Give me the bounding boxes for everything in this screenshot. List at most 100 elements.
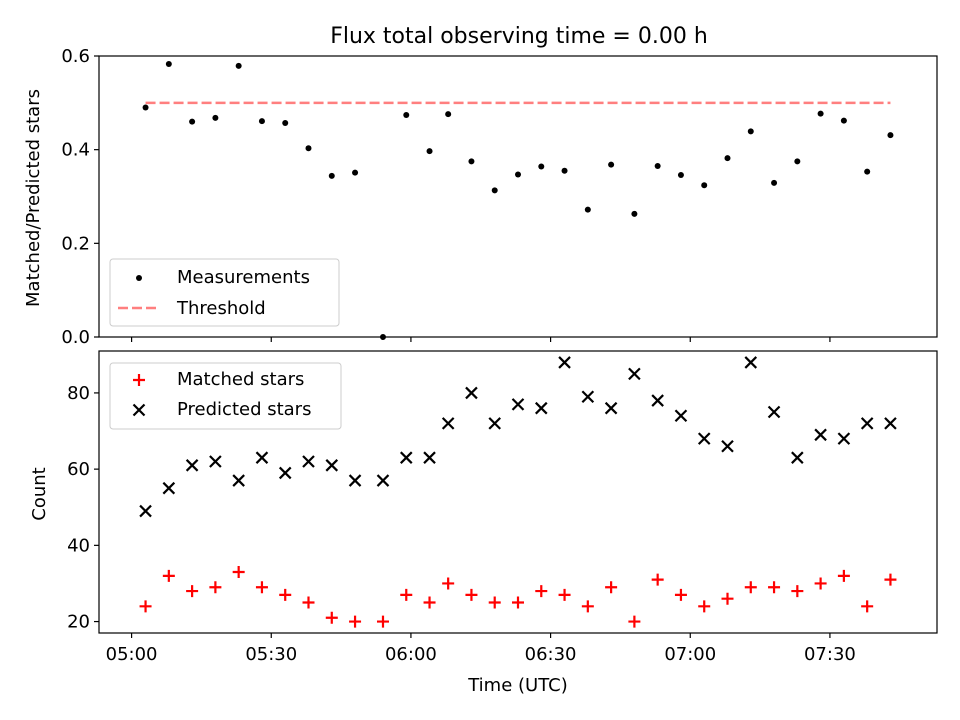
matched-stars-point	[651, 573, 664, 586]
bottom-axes: 20 40 60 80 05:00 05:30 06:00 06:30 07:00 07:30 Ma…	[67, 350, 938, 665]
matched-stars-point	[768, 581, 781, 594]
measurement-point	[426, 148, 433, 155]
measurement-point	[165, 60, 172, 67]
predicted-stars-point	[767, 405, 781, 419]
predicted-stars-point	[674, 409, 688, 423]
measurement-point	[561, 167, 568, 174]
top-y-axis-label: Matched/Predicted stars	[23, 89, 44, 307]
measurement-point	[305, 145, 312, 152]
x-tick-label: 07:00	[664, 644, 716, 665]
predicted-stars-point	[162, 481, 176, 495]
predicted-stars-point	[884, 417, 897, 430]
measurement-point	[468, 158, 475, 165]
measurement-point	[654, 163, 661, 170]
legend-threshold-label: Threshold	[176, 298, 266, 319]
predicted-stars-point	[465, 386, 478, 400]
chart-title: Flux total observing time = 0.00 h	[330, 24, 708, 49]
matched-stars-point	[861, 600, 874, 613]
matched-stars-point	[674, 588, 687, 601]
predicted-stars-point	[814, 428, 827, 442]
matched-stars-point	[209, 581, 222, 594]
bottom-y-tick-label: 60	[67, 459, 90, 480]
measurement-point	[142, 104, 149, 111]
legend-matched-label: Matched stars	[177, 369, 304, 390]
matched-stars-point	[139, 600, 152, 613]
top-axes: 0.0 0.2 0.4 0.6 Measurements Threshold	[61, 46, 938, 348]
x-tick-label: 07:30	[804, 644, 856, 665]
measurement-point	[282, 119, 289, 126]
predicted-stars-point	[488, 417, 501, 430]
legend-predicted-marker	[132, 403, 146, 417]
predicted-stars-point	[511, 398, 525, 411]
x-tick-label: 05:30	[245, 644, 297, 665]
measurement-point	[631, 210, 638, 217]
matched-stars-point	[488, 596, 501, 609]
matched-stars-point	[400, 588, 413, 601]
predicted-stars-point	[232, 474, 245, 487]
bottom-y-tick-label: 40	[67, 535, 90, 556]
bottom-axes-frame	[98, 350, 938, 634]
measurement-point	[584, 206, 591, 213]
matched-stars-point	[349, 615, 362, 628]
measurement-point	[840, 117, 847, 124]
matched-stars-point	[837, 569, 850, 582]
predicted-stars-point	[628, 367, 641, 381]
predicted-stars-point	[744, 356, 758, 369]
measurement-point	[608, 161, 615, 168]
predicted-stars-point	[255, 451, 269, 464]
measurement-point	[491, 187, 498, 194]
measurement-point	[701, 182, 708, 189]
measurement-point	[445, 111, 452, 118]
predicted-stars-point	[721, 439, 734, 453]
predicted-stars-point	[376, 474, 390, 487]
matched-stars-point	[279, 588, 292, 601]
top-y-tick-label: 0.6	[61, 46, 90, 67]
matched-stars-point	[255, 581, 268, 594]
x-tick-label: 06:00	[385, 644, 437, 665]
measurement-point	[794, 158, 801, 165]
predicted-stars-point	[697, 432, 711, 445]
measurement-point	[235, 62, 242, 69]
predicted-stars-point	[325, 459, 339, 472]
legend-measurements-label: Measurements	[177, 267, 310, 288]
bottom-legend-box	[109, 362, 342, 430]
matched-stars-point	[581, 600, 594, 613]
predicted-stars-point	[604, 401, 618, 415]
measurement-point	[677, 171, 684, 178]
top-legend-box	[109, 258, 340, 327]
matched-stars-point	[884, 573, 897, 586]
x-tick-label: 05:00	[106, 644, 158, 665]
top-y-tick-label: 0.4	[61, 140, 90, 161]
predicted-stars-point	[348, 474, 362, 487]
matched-stars-point	[423, 596, 436, 609]
predicted-stars-point	[209, 455, 222, 468]
measurement-point	[515, 171, 521, 178]
top-legend: Measurements Threshold	[109, 258, 340, 327]
matched-stars-point	[376, 615, 389, 628]
matched-stars-point	[744, 581, 757, 594]
measurement-point	[258, 118, 265, 125]
measurement-point	[328, 172, 335, 179]
measurement-point	[538, 163, 545, 170]
predicted-stars-point	[791, 451, 804, 464]
x-axis-label: Time (UTC)	[467, 675, 568, 696]
predicted-stars-point	[423, 451, 436, 464]
matched-stars-point	[442, 577, 455, 590]
predicted-stars-point	[558, 356, 571, 369]
measurement-point	[724, 155, 731, 162]
legend-measurements-marker	[136, 275, 142, 281]
bottom-legend: Matched stars Predicted stars	[109, 362, 342, 430]
matched-stars-point	[186, 585, 199, 598]
measurement-point	[189, 118, 196, 125]
predicted-stars-point	[441, 417, 455, 430]
legend-predicted-label: Predicted stars	[177, 399, 311, 420]
matched-stars-point	[814, 577, 827, 590]
matched-stars-point	[535, 585, 548, 598]
matched-stars-point	[465, 588, 478, 601]
matched-stars-point	[302, 596, 315, 609]
legend-matched-marker	[133, 374, 145, 386]
matched-stars-point	[628, 615, 641, 628]
matched-stars-point	[162, 569, 175, 582]
predicted-stars-point	[860, 417, 874, 430]
